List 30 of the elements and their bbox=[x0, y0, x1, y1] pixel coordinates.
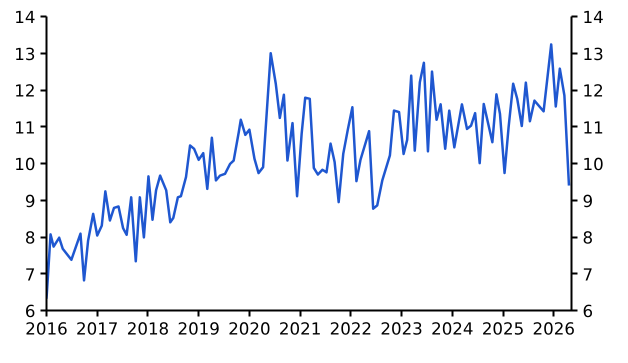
y-tick-label: 6 bbox=[24, 302, 36, 321]
y2-tick-label: 12 bbox=[582, 82, 604, 100]
y-tick-label: 12 bbox=[14, 82, 36, 100]
y-tick-label: 10 bbox=[14, 155, 36, 174]
y2-tick-label: 9 bbox=[582, 192, 594, 211]
y2-tick-label: 8 bbox=[582, 228, 594, 248]
x-tick-label: 2025 bbox=[482, 320, 524, 338]
x-tick-label: 2019 bbox=[177, 320, 220, 338]
y-tick-label: 9 bbox=[24, 192, 36, 211]
y-tick-label: 7 bbox=[24, 265, 36, 284]
y-tick-label: 11 bbox=[14, 118, 36, 138]
x-tick-label: 2024 bbox=[431, 320, 474, 338]
y2-tick-label: 7 bbox=[582, 265, 594, 284]
x-tick-label: 2023 bbox=[380, 320, 423, 338]
x-tick-label: 2016 bbox=[25, 320, 68, 338]
y2-tick-label: 13 bbox=[582, 44, 604, 64]
x-tick-label: 2026 bbox=[532, 320, 575, 338]
y2-tick-label: 14 bbox=[582, 8, 604, 27]
y-tick-label: 13 bbox=[14, 44, 36, 64]
y-tick-label: 8 bbox=[24, 228, 36, 248]
x-tick-label: 2020 bbox=[228, 320, 271, 338]
x-tick-label: 2018 bbox=[126, 320, 170, 338]
y2-tick-label: 6 bbox=[582, 302, 594, 321]
x-tick-label: 2017 bbox=[76, 320, 118, 338]
x-tick-label: 2021 bbox=[278, 320, 322, 338]
x-tick-label: 2022 bbox=[330, 320, 372, 338]
y-tick-label: 14 bbox=[14, 8, 36, 27]
line-series bbox=[46, 43, 570, 300]
y2-tick-label: 11 bbox=[582, 118, 604, 138]
y2-tick-label: 10 bbox=[582, 155, 604, 174]
